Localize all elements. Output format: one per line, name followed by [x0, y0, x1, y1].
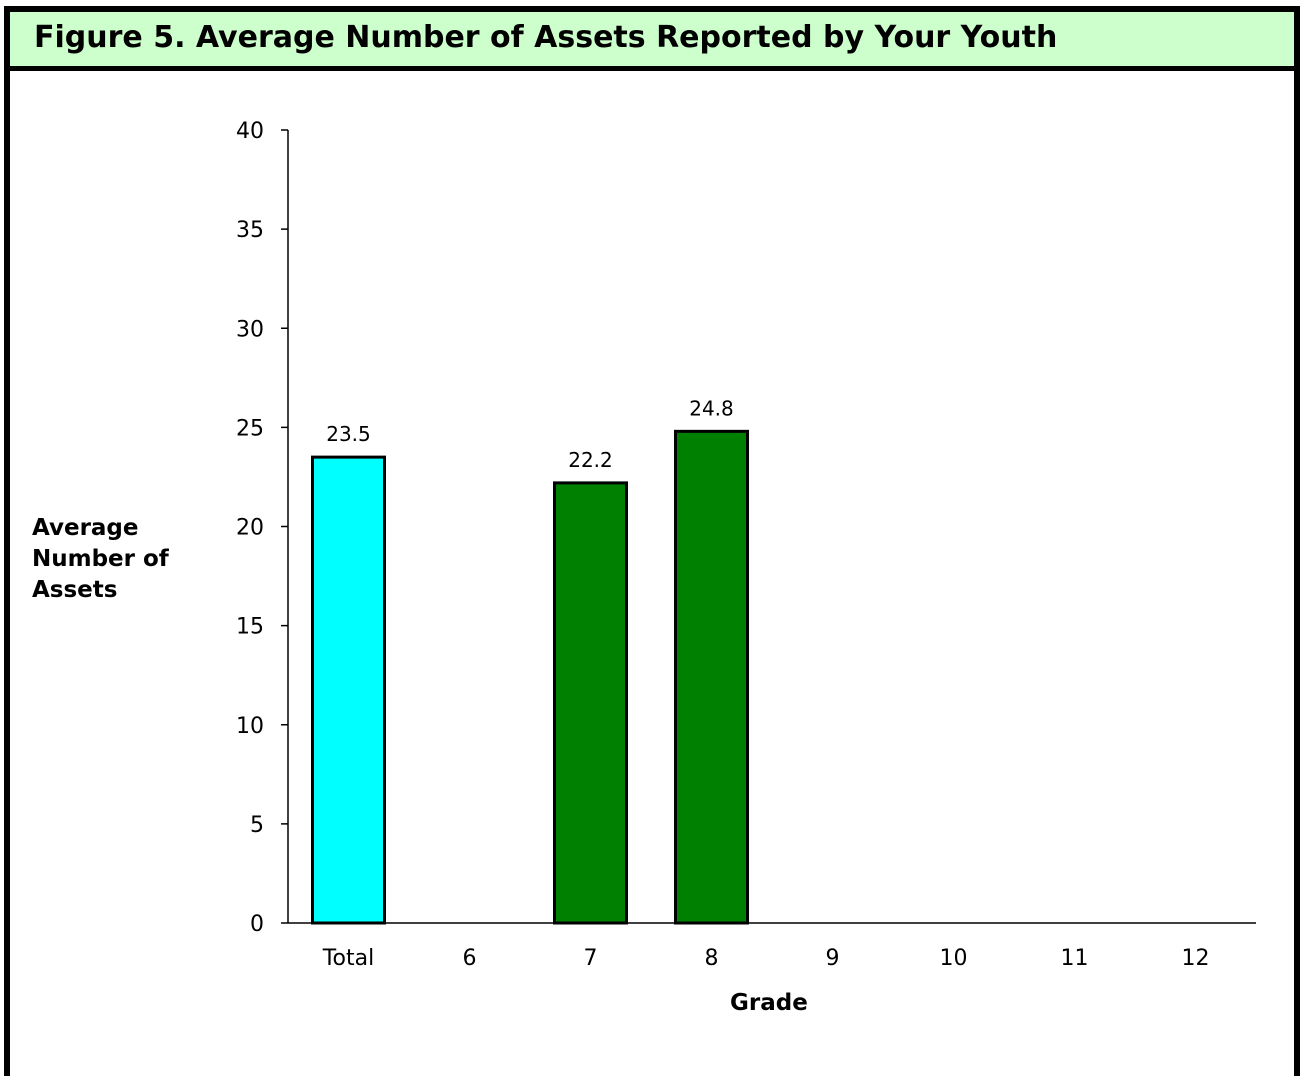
- data-label: 24.8: [689, 396, 734, 420]
- x-category-label: 8: [705, 946, 719, 971]
- chart-axes: 0 5 10 15 20 25 30 35 40: [236, 119, 1256, 937]
- y-tick-label: 30: [236, 317, 264, 342]
- data-label: 22.2: [568, 448, 613, 472]
- chart-bars: [311, 429, 749, 925]
- x-category-label: 11: [1061, 946, 1089, 971]
- y-tick-label: 0: [250, 912, 264, 937]
- x-category-label: 9: [826, 946, 840, 971]
- x-category-label: Total: [322, 946, 374, 971]
- x-category-label: 12: [1182, 946, 1210, 971]
- chart-labels: Total 23.5 6 7 22.2 8 24.8 9 10 11 12: [322, 396, 1210, 971]
- figure-header: Figure 5. Average Number of Assets Repor…: [10, 12, 1294, 71]
- y-tick-label: 35: [236, 218, 264, 243]
- y-axis-label: Average Number of Assets: [32, 515, 169, 603]
- bar: [674, 429, 749, 925]
- bar: [311, 455, 386, 925]
- y-tick-label: 15: [236, 615, 264, 640]
- y-tick-label: 25: [236, 416, 264, 441]
- x-category-label: 7: [584, 946, 598, 971]
- figure-frame: [4, 6, 1300, 1076]
- data-label: 23.5: [326, 422, 371, 446]
- y-tick-label: 5: [250, 813, 264, 838]
- figure-title: Figure 5. Average Number of Assets Repor…: [34, 20, 1058, 55]
- x-axis-label: Grade: [730, 990, 808, 1016]
- x-category-label: 10: [940, 946, 968, 971]
- y-tick-label: 40: [236, 119, 264, 144]
- y-tick-label: 20: [236, 516, 264, 541]
- bar: [553, 481, 628, 925]
- x-category-label: 6: [463, 946, 477, 971]
- y-tick-label: 10: [236, 714, 264, 739]
